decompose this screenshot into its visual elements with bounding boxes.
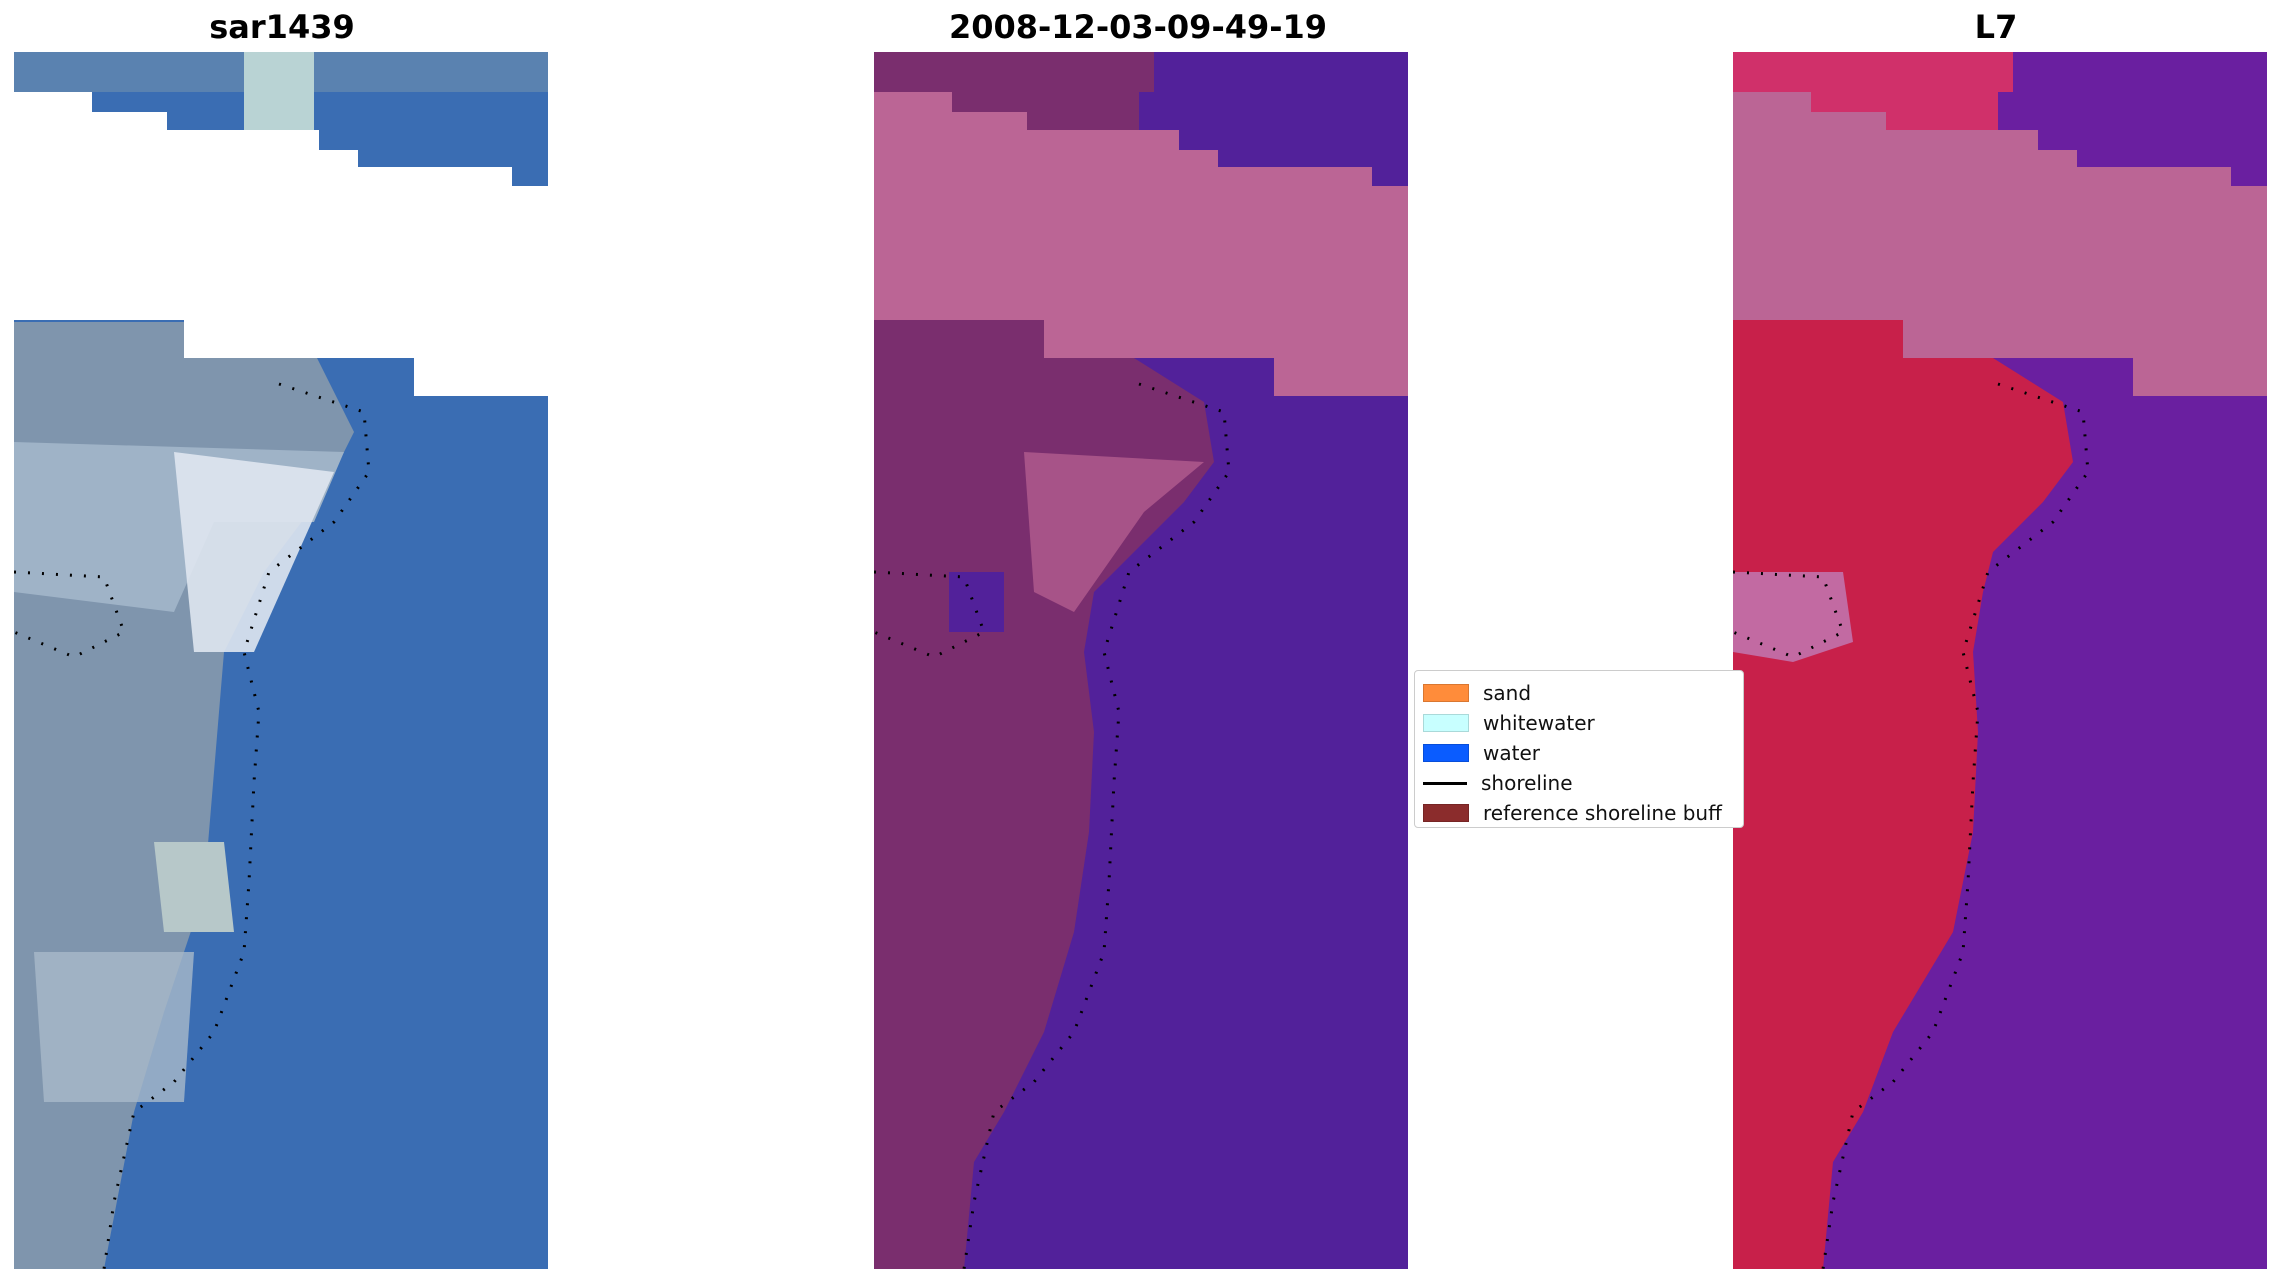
rgb-image-panel: [14, 52, 548, 1269]
panel-title-classified: 2008-12-03-09-49-19: [948, 8, 1328, 46]
panel-title-rgb: sar1439: [209, 8, 355, 46]
legend-label-sand: sand: [1483, 681, 1532, 705]
shoreline-line-swatch: [1423, 781, 1467, 785]
index-image-panel: [1733, 52, 2267, 1269]
legend-item-reference-buffer: reference shoreline buff: [1423, 801, 1722, 825]
water-swatch: [1423, 744, 1469, 762]
legend-item-sand: sand: [1423, 681, 1531, 705]
legend-item-shoreline: shoreline: [1423, 771, 1573, 795]
legend: sand whitewater water shoreline referenc…: [1414, 670, 1744, 828]
legend-label-whitewater: whitewater: [1483, 711, 1595, 735]
legend-label-reference-buffer: reference shoreline buff: [1483, 801, 1722, 825]
legend-label-water: water: [1483, 741, 1540, 765]
whitewater-swatch: [1423, 714, 1469, 732]
legend-label-shoreline: shoreline: [1481, 771, 1573, 795]
classified-image-panel: [874, 52, 1408, 1269]
sand-swatch: [1423, 684, 1469, 702]
panel-title-index: L7: [1974, 8, 2018, 46]
legend-item-whitewater: whitewater: [1423, 711, 1595, 735]
legend-item-water: water: [1423, 741, 1540, 765]
reference-buffer-swatch: [1423, 804, 1469, 822]
